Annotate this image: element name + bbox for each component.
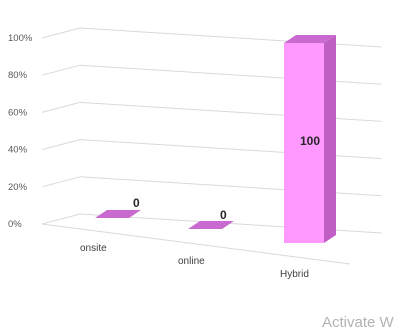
gridline-left [41,139,81,151]
bar-flat [188,221,234,229]
data-labels: 0 0 100 [133,134,320,222]
gridline-left [41,176,81,188]
gridline-left [41,64,81,76]
gridline-left [41,213,81,225]
data-label: 0 [220,208,227,222]
bars [95,35,336,243]
y-tick-label: 20% [8,182,28,193]
gridline [79,101,383,122]
y-tick-label: 100% [8,33,33,44]
floor-front-edge [41,223,351,265]
data-label: 0 [133,196,140,210]
x-category-label: Hybrid [280,269,309,280]
x-axis-labels: onsite online Hybrid [80,243,309,280]
bar-top [284,35,336,43]
data-label: 100 [300,134,320,148]
x-category-label: online [178,256,205,267]
gridline-left [41,101,81,113]
y-tick-label: 60% [8,107,28,118]
bar-front [284,43,324,243]
activate-windows-watermark: Activate W [322,314,394,331]
gridline [79,176,383,197]
gridline [79,64,383,85]
bar-side [324,35,336,243]
y-tick-label: 40% [8,145,28,156]
gridline [79,27,383,48]
y-tick-label: 0% [8,219,22,230]
gridline-left [41,27,81,39]
x-category-label: onsite [80,243,107,254]
bar-flat [95,210,141,218]
y-axis-ticks: 0% 20% 40% 60% 80% 100% [8,33,33,230]
gridline [79,139,383,160]
y-tick-label: 80% [8,70,28,81]
